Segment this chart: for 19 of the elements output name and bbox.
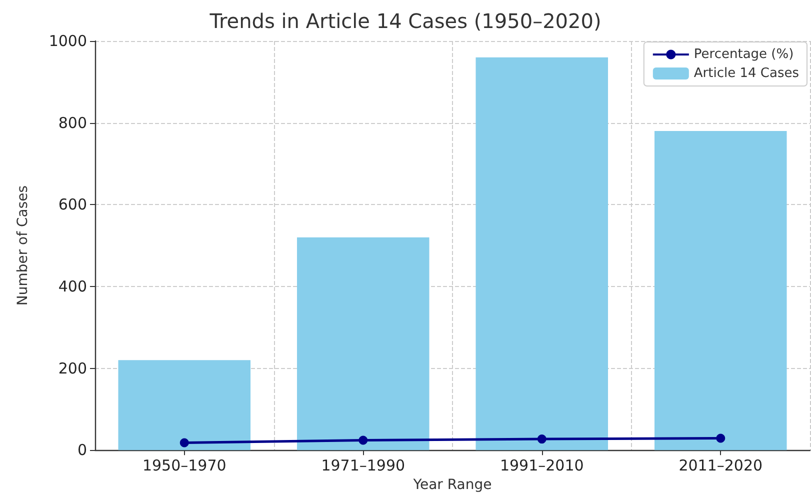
y-tick-label: 0 [77, 441, 87, 460]
bar [654, 131, 787, 450]
legend-label: Article 14 Cases [694, 66, 800, 81]
x-tick-label: 1950–1970 [142, 456, 226, 475]
bar [296, 237, 430, 450]
y-tick-label: 200 [58, 359, 87, 378]
bar [118, 360, 251, 450]
y-tick-label: 400 [58, 277, 87, 296]
x-tick-label: 1971–1990 [321, 456, 406, 475]
y-tick-label: 600 [58, 196, 87, 214]
x-tick-label: 1991–2010 [500, 456, 584, 475]
y-tick-label: 1000 [48, 32, 87, 50]
y-axis-title: Number of Cases [15, 185, 31, 306]
x-tick-label: 2011–2020 [678, 456, 763, 475]
y-tick-label: 800 [58, 114, 87, 132]
bar [476, 57, 608, 450]
legend-label: Percentage (%) [694, 47, 794, 62]
x-axis-title: Year Range [412, 477, 492, 493]
chart-title: Trends in Article 14 Cases (1950–2020) [208, 9, 602, 33]
